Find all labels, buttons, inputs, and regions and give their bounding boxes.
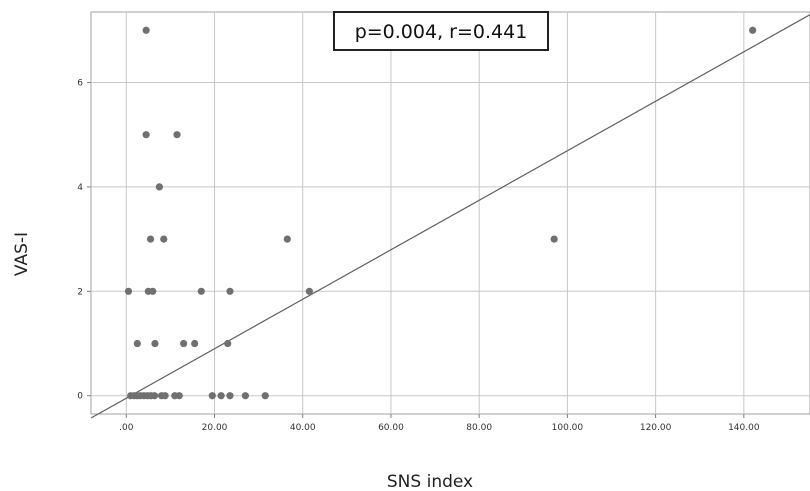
data-point-7 [283,235,291,243]
y-tick-label-1: 2 [77,287,83,297]
data-point-31 [175,392,183,400]
data-point-1 [749,26,757,34]
data-point-13 [226,287,234,295]
data-point-6 [160,235,168,243]
x-axis-title: SNS index [387,472,473,491]
annotation-text: p=0.004, r=0.441 [355,21,528,43]
data-point-35 [241,392,249,400]
x-axis-ticks: .00 20.00 40.00 60.00 80.00 100.00 120.00 140.0… [119,414,760,433]
y-axis-title: VAS-I [12,232,32,276]
data-point-29 [161,392,169,400]
x-tick-label-7: 140.00 [728,423,760,433]
x-tick-label-4: 80.00 [466,423,492,433]
data-point-14 [305,287,313,295]
data-point-5 [146,235,155,243]
x-tick-label-6: 120.00 [640,423,672,433]
data-points [124,26,757,400]
data-point-27 [150,392,159,400]
data-point-9 [124,287,133,295]
data-point-18 [191,339,199,348]
y-tick-label-0: 0 [77,392,83,402]
data-point-4 [155,183,163,191]
data-point-33 [217,392,225,400]
stats-annotation: p=0.004, r=0.441 [333,11,549,51]
plot-area [90,11,810,415]
data-point-8 [550,235,558,243]
x-tick-label-2: 40.00 [290,423,316,433]
data-point-11 [149,287,157,295]
y-axis-ticks: 0 2 4 6 [77,78,91,402]
x-tick-label-3: 60.00 [378,423,404,433]
data-point-12 [197,287,205,295]
x-tick-label-0: .00 [119,423,134,433]
data-point-36 [261,392,269,400]
grid-lines [91,12,810,414]
data-point-34 [226,392,234,400]
x-tick-label-5: 100.00 [552,423,584,433]
data-point-2 [142,131,150,139]
data-point-19 [224,339,232,348]
data-point-17 [180,339,188,348]
x-tick-label-1: 20.00 [202,423,228,433]
regression-line [90,14,810,419]
y-tick-label-3: 6 [77,78,83,88]
y-tick-label-2: 4 [77,183,83,193]
data-point-0 [142,26,150,34]
data-point-3 [173,131,181,139]
data-point-32 [208,392,216,400]
annotation-box [333,11,549,51]
data-point-15 [133,339,141,348]
data-point-16 [151,339,159,348]
